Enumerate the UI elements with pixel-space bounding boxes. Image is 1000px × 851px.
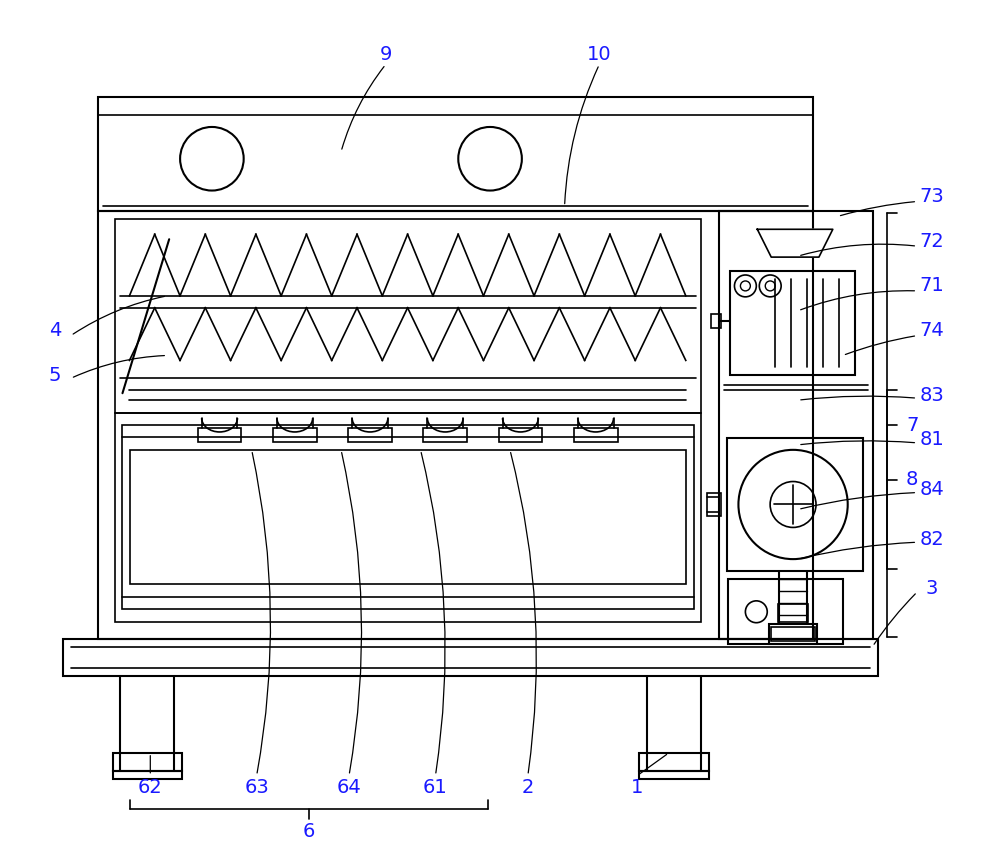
- Bar: [711, 314, 721, 328]
- Bar: [115, 220, 701, 413]
- Text: 3: 3: [926, 580, 938, 598]
- Text: 7: 7: [906, 415, 918, 435]
- Text: 1: 1: [631, 778, 643, 797]
- Text: 63: 63: [244, 778, 269, 797]
- Text: 83: 83: [920, 386, 945, 405]
- Bar: [98, 97, 813, 211]
- Bar: [719, 211, 873, 638]
- Text: 64: 64: [337, 778, 361, 797]
- Bar: [639, 771, 709, 779]
- Text: 9: 9: [380, 45, 392, 64]
- Bar: [113, 771, 182, 779]
- Bar: [707, 493, 721, 517]
- Text: 10: 10: [587, 45, 612, 64]
- Text: 73: 73: [920, 187, 945, 206]
- Bar: [130, 450, 686, 584]
- Text: 5: 5: [49, 366, 61, 385]
- Bar: [423, 428, 467, 442]
- Bar: [122, 425, 694, 608]
- Text: 2: 2: [522, 778, 534, 797]
- Bar: [728, 579, 843, 643]
- Bar: [727, 438, 863, 571]
- Bar: [639, 753, 709, 771]
- Text: 62: 62: [138, 778, 163, 797]
- Text: 71: 71: [920, 277, 945, 295]
- Text: 6: 6: [303, 822, 315, 841]
- Bar: [273, 428, 317, 442]
- Bar: [113, 753, 182, 771]
- Bar: [730, 271, 855, 375]
- Text: 81: 81: [920, 431, 945, 449]
- Bar: [771, 626, 815, 641]
- Text: 8: 8: [906, 470, 918, 489]
- Text: 4: 4: [49, 321, 61, 340]
- Text: 61: 61: [423, 778, 448, 797]
- Text: 82: 82: [920, 530, 945, 549]
- Bar: [778, 604, 808, 622]
- Bar: [198, 428, 241, 442]
- Bar: [499, 428, 542, 442]
- Bar: [98, 211, 813, 638]
- Bar: [769, 624, 817, 643]
- Text: 74: 74: [920, 321, 945, 340]
- Bar: [574, 428, 618, 442]
- Text: 84: 84: [920, 480, 945, 499]
- Polygon shape: [757, 229, 833, 257]
- Bar: [348, 428, 392, 442]
- Bar: [115, 413, 701, 622]
- Bar: [63, 638, 878, 677]
- Text: 72: 72: [920, 231, 945, 251]
